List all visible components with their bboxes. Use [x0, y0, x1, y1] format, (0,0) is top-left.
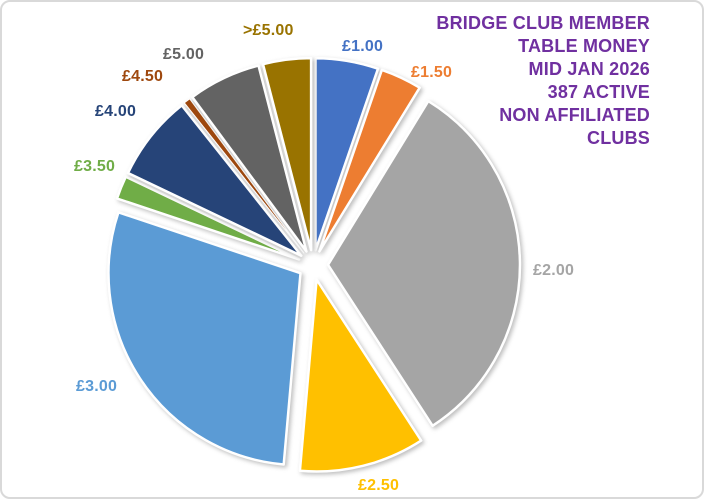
chart-title-line: MID JAN 2026: [528, 59, 650, 79]
slice-label->£5.00: >£5.00: [243, 22, 294, 39]
slice-label-£1.00: £1.00: [342, 38, 384, 55]
slice-label-£2.50: £2.50: [358, 477, 400, 494]
pie-slice-£1.50: [318, 68, 421, 253]
slice-label-£3.50: £3.50: [74, 158, 116, 175]
chart-title-line: CLUBS: [587, 128, 650, 148]
chart-title-line: TABLE MONEY: [518, 36, 650, 56]
pie-slice->£5.00: [261, 56, 313, 252]
slice-label-£1.50: £1.50: [411, 64, 453, 81]
pie-slice-£3.50: [115, 175, 301, 261]
pie-slice-£1.00: [314, 56, 380, 252]
chart-title: BRIDGE CLUB MEMBER TABLE MONEY MID JAN 2…: [436, 12, 650, 150]
pie-slice-£5.00: [191, 64, 308, 253]
pie-slice-£3.00: [107, 211, 302, 466]
pie-slice-£2.50: [298, 278, 423, 473]
pie-slice-£4.00: [126, 104, 303, 257]
slice-label-£5.00: £5.00: [163, 46, 205, 63]
slice-label-£2.00: £2.00: [533, 262, 575, 279]
chart-title-line: BRIDGE CLUB MEMBER: [436, 13, 650, 33]
chart-title-line: NON AFFILIATED: [499, 105, 650, 125]
slice-label-£4.50: £4.50: [122, 68, 164, 85]
chart-title-line: 387 ACTIVE: [547, 82, 650, 102]
pie-slice-£4.50: [183, 98, 305, 254]
pie-slice-£2.00: [326, 99, 522, 428]
slice-label-£3.00: £3.00: [76, 378, 118, 395]
slice-label-£4.00: £4.00: [95, 103, 137, 120]
